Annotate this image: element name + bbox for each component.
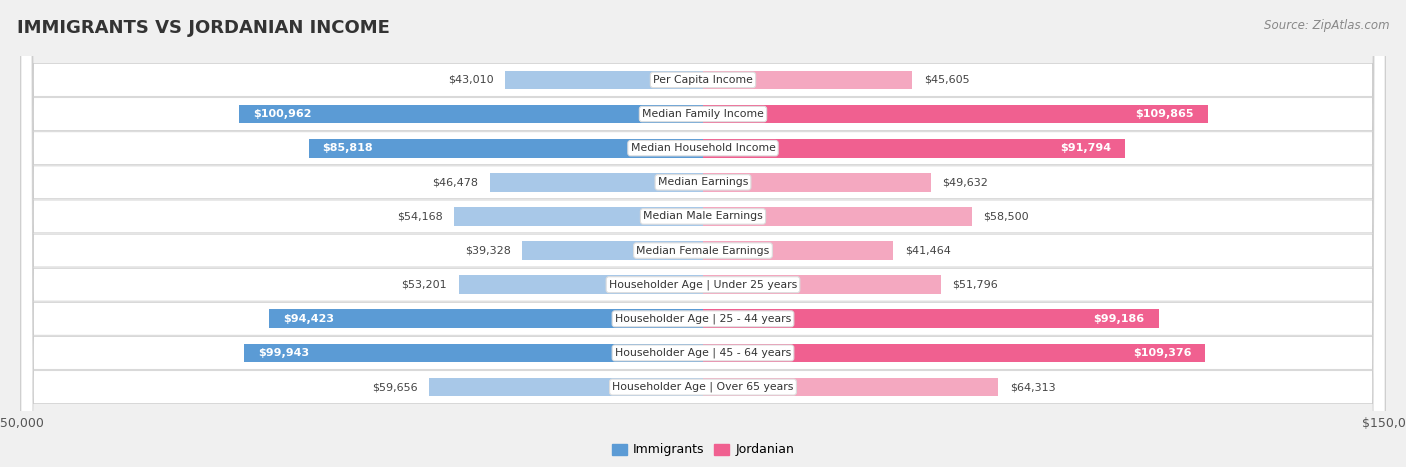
Text: Per Capita Income: Per Capita Income: [652, 75, 754, 85]
Bar: [703, 241, 893, 260]
Bar: [523, 241, 703, 260]
Bar: [703, 207, 972, 226]
Text: $41,464: $41,464: [905, 246, 950, 255]
Text: Median Household Income: Median Household Income: [630, 143, 776, 153]
Bar: [245, 344, 703, 362]
Text: $109,865: $109,865: [1135, 109, 1194, 119]
Bar: [703, 105, 1208, 123]
Text: $43,010: $43,010: [449, 75, 494, 85]
Bar: [309, 139, 703, 157]
Text: $58,500: $58,500: [983, 212, 1029, 221]
Text: $99,186: $99,186: [1094, 314, 1144, 324]
Bar: [270, 310, 703, 328]
Bar: [703, 310, 1159, 328]
Text: $51,796: $51,796: [952, 280, 998, 290]
Bar: [703, 344, 1205, 362]
Bar: [239, 105, 703, 123]
FancyBboxPatch shape: [21, 0, 1385, 467]
Bar: [489, 173, 703, 191]
Bar: [703, 139, 1125, 157]
Legend: Immigrants, Jordanian: Immigrants, Jordanian: [606, 439, 800, 461]
Text: $85,818: $85,818: [322, 143, 373, 153]
FancyBboxPatch shape: [21, 0, 1385, 467]
Text: $109,376: $109,376: [1133, 348, 1191, 358]
FancyBboxPatch shape: [21, 0, 1385, 467]
Text: $53,201: $53,201: [402, 280, 447, 290]
Text: $94,423: $94,423: [283, 314, 335, 324]
FancyBboxPatch shape: [21, 0, 1385, 467]
FancyBboxPatch shape: [21, 0, 1385, 467]
Text: $99,943: $99,943: [257, 348, 309, 358]
FancyBboxPatch shape: [21, 0, 1385, 467]
Text: $100,962: $100,962: [253, 109, 312, 119]
Text: Householder Age | Over 65 years: Householder Age | Over 65 years: [612, 382, 794, 392]
Bar: [429, 378, 703, 396]
Text: Householder Age | 45 - 64 years: Householder Age | 45 - 64 years: [614, 348, 792, 358]
Text: Median Female Earnings: Median Female Earnings: [637, 246, 769, 255]
Text: $39,328: $39,328: [465, 246, 510, 255]
Text: $45,605: $45,605: [924, 75, 970, 85]
FancyBboxPatch shape: [21, 0, 1385, 467]
Text: $59,656: $59,656: [373, 382, 418, 392]
Text: $64,313: $64,313: [1010, 382, 1056, 392]
FancyBboxPatch shape: [21, 0, 1385, 467]
Text: $91,794: $91,794: [1060, 143, 1111, 153]
Text: IMMIGRANTS VS JORDANIAN INCOME: IMMIGRANTS VS JORDANIAN INCOME: [17, 19, 389, 37]
Text: Median Male Earnings: Median Male Earnings: [643, 212, 763, 221]
Text: $46,478: $46,478: [432, 177, 478, 187]
FancyBboxPatch shape: [21, 0, 1385, 467]
Bar: [454, 207, 703, 226]
Text: Householder Age | Under 25 years: Householder Age | Under 25 years: [609, 279, 797, 290]
Text: Householder Age | 25 - 44 years: Householder Age | 25 - 44 years: [614, 313, 792, 324]
Bar: [458, 276, 703, 294]
Text: Median Earnings: Median Earnings: [658, 177, 748, 187]
Text: $49,632: $49,632: [942, 177, 988, 187]
Bar: [703, 276, 941, 294]
Text: Median Family Income: Median Family Income: [643, 109, 763, 119]
Bar: [703, 173, 931, 191]
Bar: [506, 71, 703, 89]
Bar: [703, 71, 912, 89]
Bar: [703, 378, 998, 396]
Text: Source: ZipAtlas.com: Source: ZipAtlas.com: [1264, 19, 1389, 32]
FancyBboxPatch shape: [21, 0, 1385, 467]
Text: $54,168: $54,168: [396, 212, 443, 221]
